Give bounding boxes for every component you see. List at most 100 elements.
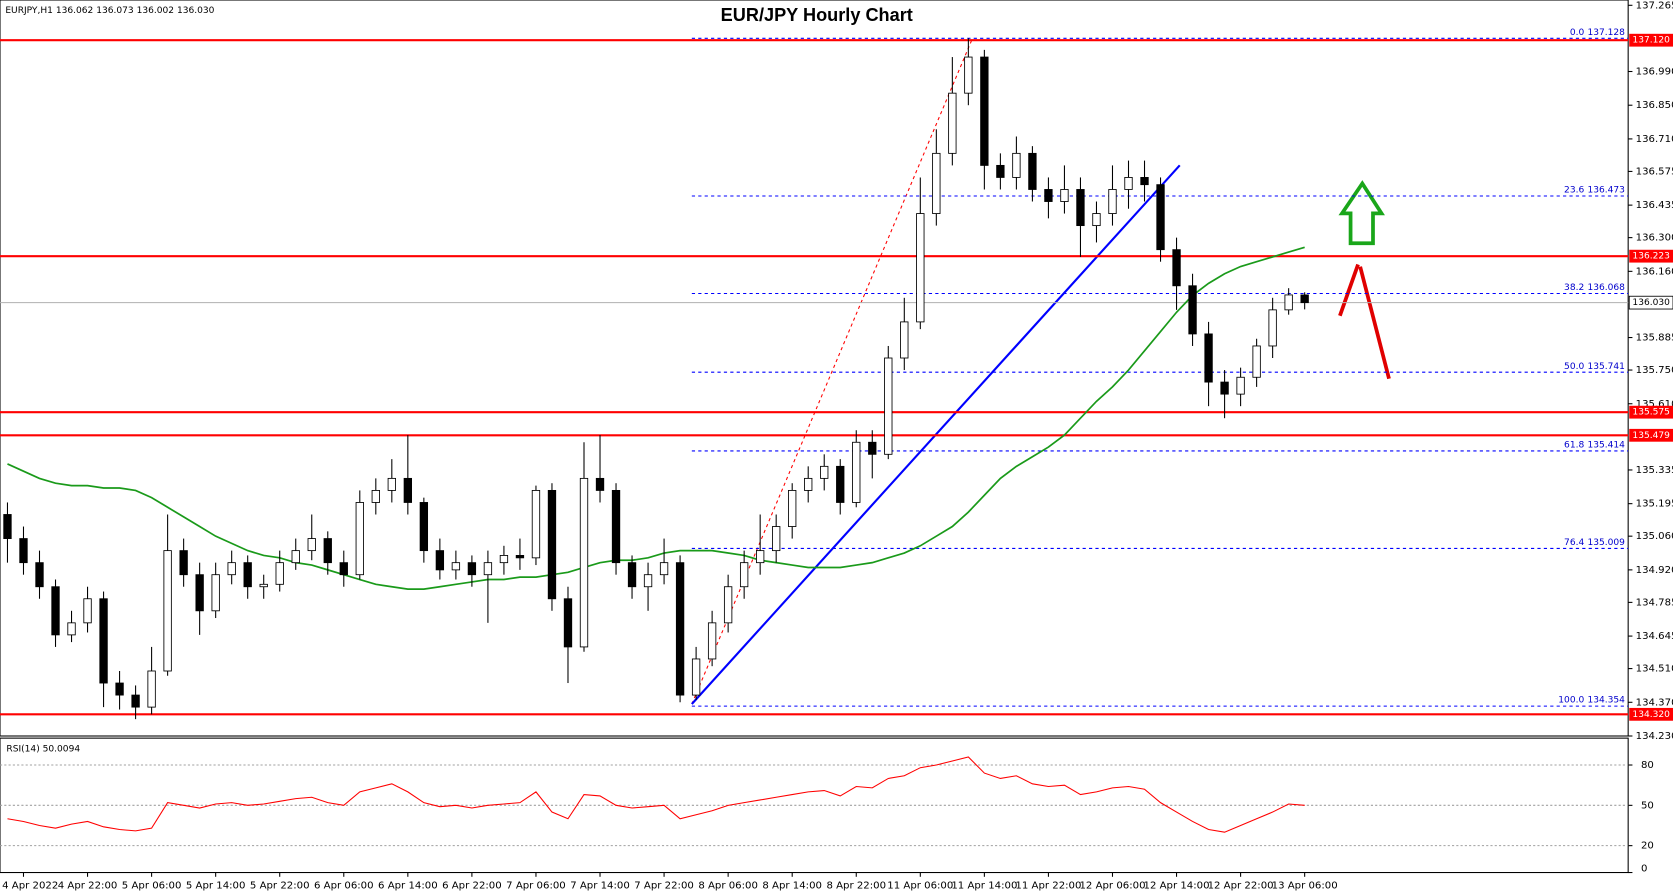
candle-body [1108,189,1117,214]
up-arrow [1338,180,1385,246]
fib-label: 0.0 137.128 [1570,27,1625,37]
y-tick-label: 134.645 [1636,631,1673,642]
chart-header: EURJPY,H1 136.062 136.073 136.002 136.03… [5,6,214,16]
fib-label: 61.8 135.414 [1564,440,1625,450]
x-tick-label: 5 Apr 22:00 [250,880,310,891]
candle-body [531,489,541,559]
fib-ratio: 38.2 [1564,283,1584,293]
y-tick-label: 136.710 [1636,134,1673,145]
fib-price: 134.354 [1587,695,1625,705]
candle-body [147,670,156,708]
candle-body [996,164,1005,178]
x-tick-label: 8 Apr 14:00 [762,880,822,891]
fib-price: 136.068 [1587,283,1625,293]
x-tick-label: 8 Apr 06:00 [698,880,758,891]
candle-body [19,538,28,564]
candle-body [772,526,781,552]
candle-body [323,538,332,564]
level-tag [1629,33,1673,47]
candle-body [739,562,749,588]
y-tick-label: 135.885 [1636,333,1673,344]
x-tick-label: 11 Apr 06:00 [887,880,953,891]
y-tick-label: 134.920 [1636,565,1673,576]
candle-body [179,550,188,576]
candle-body [627,562,637,588]
candle-body [435,550,445,571]
candle-body [243,562,252,588]
candle-body [115,682,124,696]
fib-price: 136.473 [1587,185,1625,195]
level-tag [1629,707,1673,721]
candle-body [163,550,172,672]
x-tick-label: 11 Apr 22:00 [1015,880,1081,891]
candle-body [403,477,413,503]
fib-ratio: 23.6 [1564,185,1584,195]
candle-body [1204,333,1213,383]
candle-body [691,658,701,696]
candle-body [1012,152,1021,178]
x-tick-label: 7 Apr 22:00 [634,880,694,891]
fib-price: 135.741 [1587,361,1625,371]
candle-body [35,562,44,588]
candle-body [307,538,316,552]
candle-body [916,213,925,323]
y-tick-label: 0 [1641,863,1647,874]
fib-label: 23.6 136.473 [1564,185,1625,195]
candle-body [515,555,525,559]
y-tick-label: 136.160 [1636,266,1673,277]
x-tick-label: 6 Apr 14:00 [378,880,438,891]
candle-body [1028,152,1037,190]
y-tick-label: 135.750 [1636,365,1673,376]
candle-body [451,562,461,571]
rsi-line [7,756,1305,833]
scenario-line [1338,263,1360,317]
x-tick-label: 12 Apr 14:00 [1144,880,1210,891]
fib-ratio: 100.0 [1558,695,1584,705]
candle-body [579,477,589,648]
candle-body [227,562,236,576]
candle-body [643,574,653,588]
candle-body [1172,249,1181,287]
fib-price: 135.009 [1587,538,1625,548]
x-tick-label: 12 Apr 22:00 [1208,880,1274,891]
candle-body [1220,381,1229,395]
fib-label: 38.2 136.068 [1564,283,1625,293]
level-label: 135.575 [1632,408,1670,418]
candle-body [595,477,605,491]
candle-body [211,574,220,612]
candle-body [51,586,60,636]
candle-body [483,562,493,576]
y-tick-label: 135.195 [1636,499,1673,510]
y-tick-label: 80 [1641,760,1654,771]
candle-body [419,502,429,552]
candle-body [259,583,268,588]
candle-body [948,92,957,154]
candle-body [980,56,989,166]
y-tick-label: 136.850 [1636,100,1673,111]
level-label: 134.320 [1632,710,1670,720]
candle-body [1044,189,1053,202]
candle-body [1300,294,1309,304]
x-tick-label: 11 Apr 14:00 [951,880,1017,891]
candle-body [964,56,973,94]
chart-title: EUR/JPY Hourly Chart [721,5,913,25]
candle-body [1284,294,1293,311]
fib-ratio: 50.0 [1564,361,1584,371]
candle-body [3,514,12,540]
level-label: 136.223 [1632,252,1670,262]
x-tick-label: 6 Apr 22:00 [442,880,502,891]
candle-body [67,622,76,636]
candle-body [820,465,829,479]
y-tick-label: 136.435 [1636,200,1673,211]
candle-body [1156,184,1165,251]
candle-body [900,321,909,359]
candle-body [1140,177,1149,186]
candle-body [387,477,396,491]
x-tick-label: 4 Apr 2022 [2,880,58,891]
y-tick-label: 20 [1641,841,1654,852]
y-tick-label: 137.265 [1636,0,1673,11]
level-tag [1629,249,1673,263]
moving-average [7,246,1305,590]
fib-ratio: 61.8 [1564,440,1584,450]
